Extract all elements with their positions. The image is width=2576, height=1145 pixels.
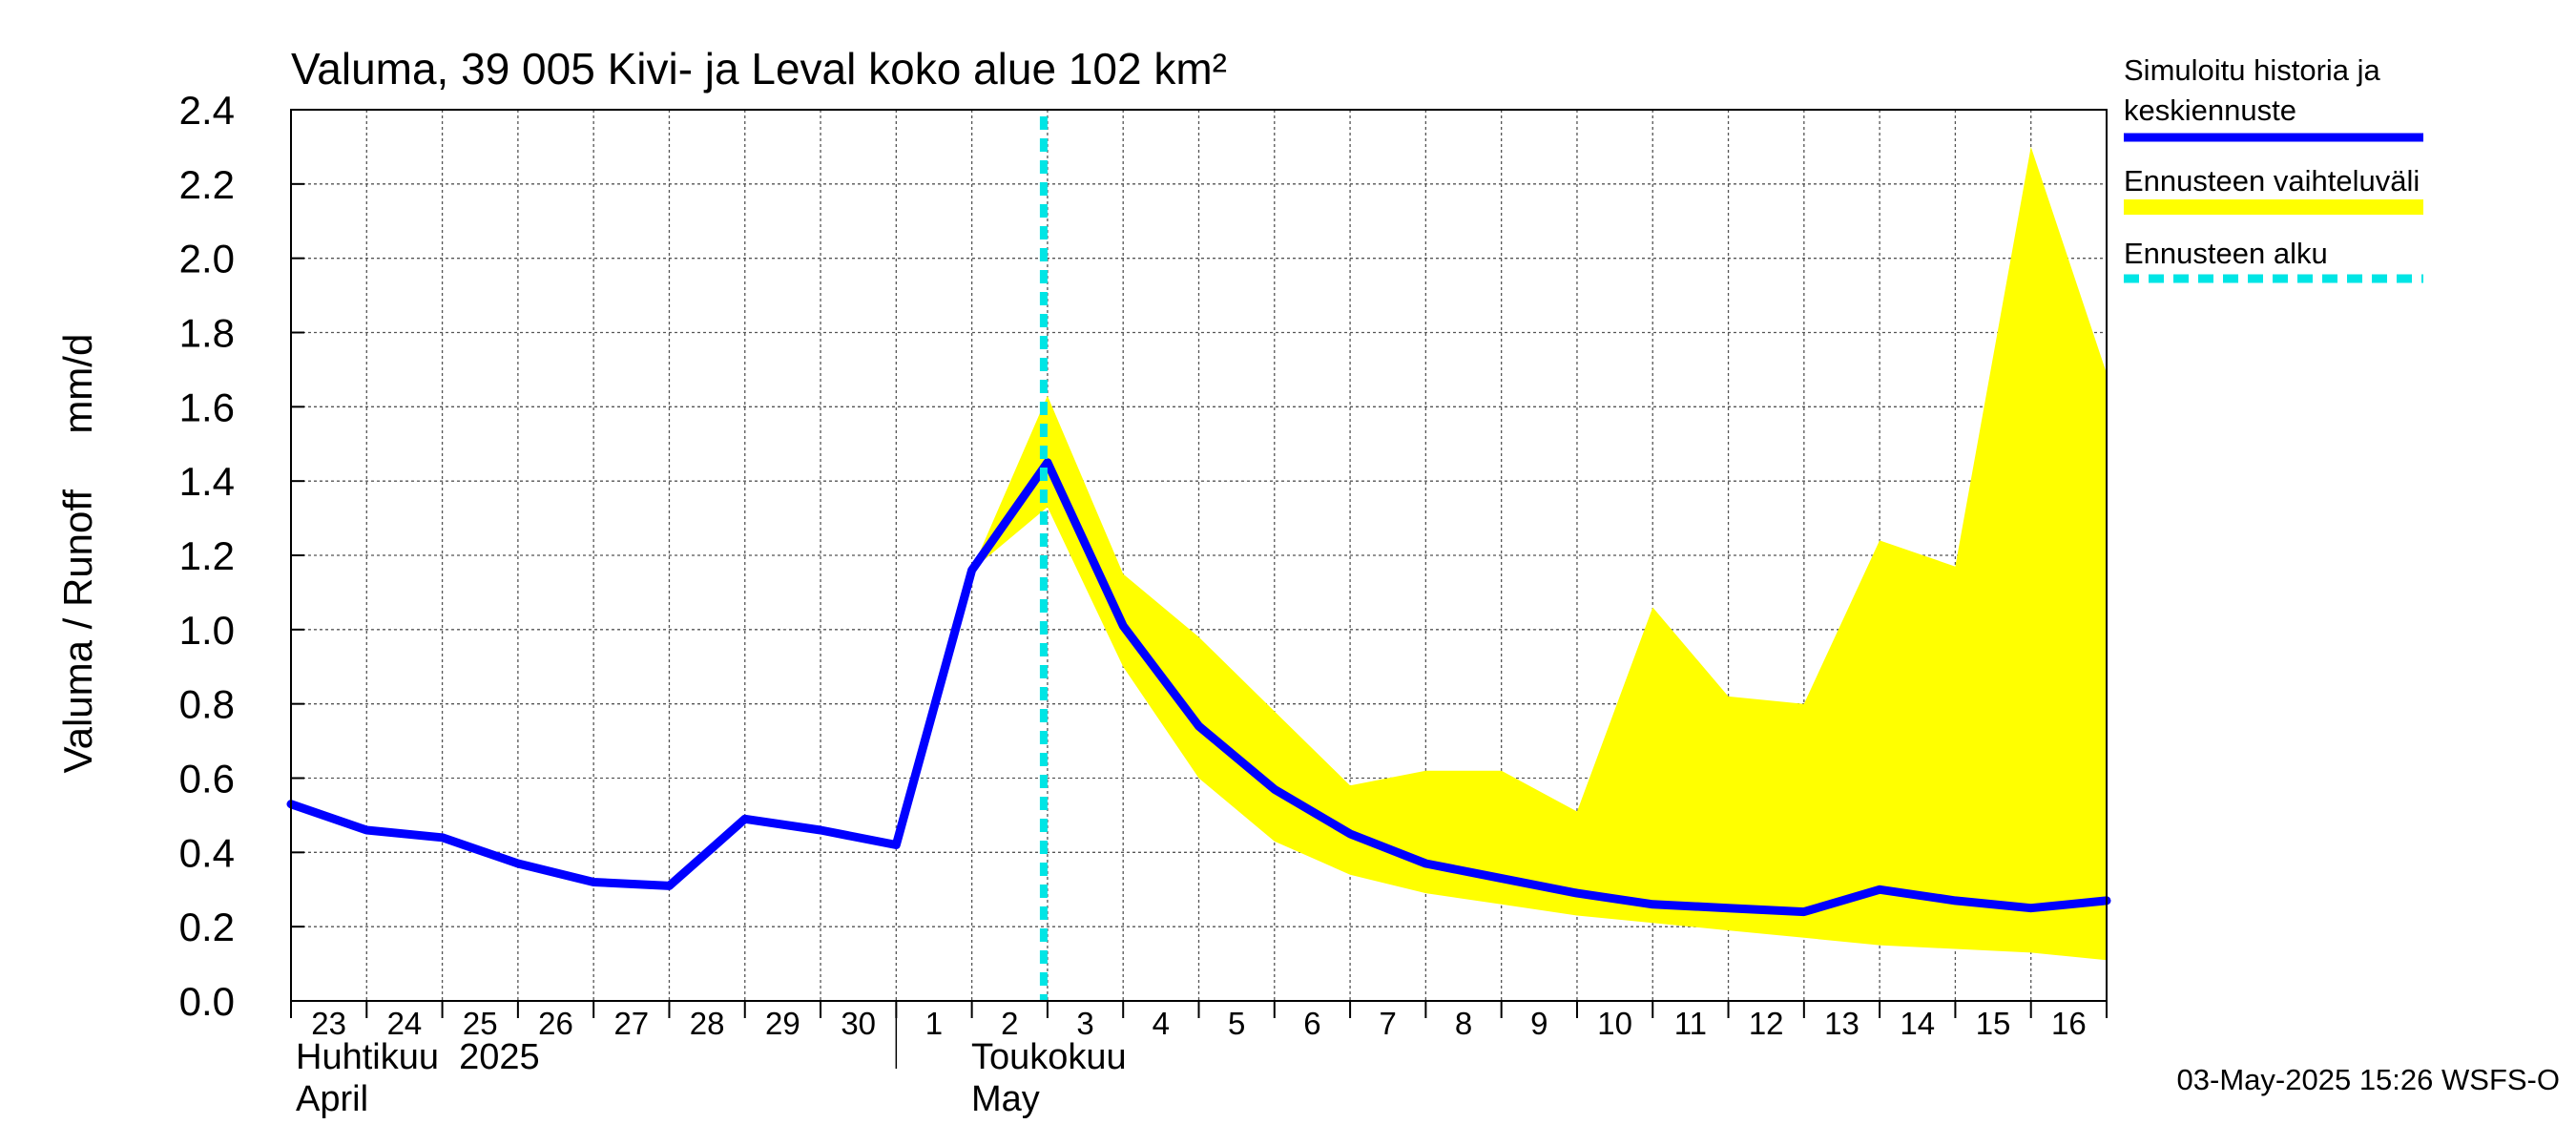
y-tick-label: 2.0 <box>179 237 235 281</box>
footer-timestamp: 03-May-2025 15:26 WSFS-O <box>2177 1063 2560 1096</box>
y-tick-label: 0.6 <box>179 757 235 802</box>
month-label-may-line1: Toukokuu <box>971 1037 1127 1077</box>
x-tick-label: 2 <box>1001 1006 1018 1041</box>
x-tick-label: 14 <box>1900 1006 1935 1041</box>
series-line-simulated <box>286 458 2111 917</box>
series-layer <box>286 458 2111 917</box>
x-tick-label: 15 <box>1976 1006 2011 1041</box>
x-tick-label: 4 <box>1153 1006 1170 1041</box>
x-tick-label: 8 <box>1455 1006 1472 1041</box>
x-tick-label: 13 <box>1824 1006 1859 1041</box>
legend: Simuloitu historia ja keskiennuste Ennus… <box>2124 53 2423 283</box>
x-tick-label: 11 <box>1674 1006 1707 1041</box>
y-tick-label: 0.2 <box>179 905 235 949</box>
forecast-range-band <box>971 146 2107 961</box>
x-tick-label: 16 <box>2051 1006 2087 1041</box>
month-label-april-line1: Huhtikuu 2025 <box>296 1037 540 1077</box>
y-tick-label: 1.2 <box>179 533 235 578</box>
forecast-range-area <box>971 146 2107 961</box>
y-tick-label: 2.4 <box>179 88 235 133</box>
x-tick-labels: 23 24 25 26 27 28 29 30 1 2 3 4 5 6 7 8 9 10 11 12 13 14 15 16 <box>311 1006 2086 1041</box>
y-tick-label: 1.4 <box>179 459 235 504</box>
x-tick-label: 26 <box>538 1006 573 1041</box>
month-label-april-line2: April <box>296 1079 368 1119</box>
x-tick-label: 25 <box>463 1006 498 1041</box>
x-tick-label: 28 <box>690 1006 725 1041</box>
x-tick-label: 30 <box>841 1006 876 1041</box>
x-tick-label: 23 <box>311 1006 346 1041</box>
chart-title: Valuma, 39 005 Kivi- ja Leval koko alue … <box>291 44 1227 94</box>
legend-label-forecast-start: Ennusteen alku <box>2124 237 2328 270</box>
y-tick-labels: 0.0 0.2 0.4 0.6 0.8 1.0 1.2 1.4 1.6 1.8 2.0 2.2 2.4 <box>179 88 235 1024</box>
x-tick-label: 29 <box>765 1006 800 1041</box>
y-tick-label: 2.2 <box>179 162 235 207</box>
x-tick-label: 12 <box>1749 1006 1784 1041</box>
x-tick-label: 9 <box>1530 1006 1548 1041</box>
x-tick-label: 6 <box>1303 1006 1320 1041</box>
x-tick-label: 10 <box>1597 1006 1632 1041</box>
y-tick-label: 1.6 <box>179 385 235 429</box>
axes <box>290 109 2108 1069</box>
x-tick-label: 5 <box>1228 1006 1245 1041</box>
y-tick-label: 1.8 <box>179 311 235 356</box>
y-tick-label: 1.0 <box>179 608 235 653</box>
x-tick-label: 1 <box>925 1006 943 1041</box>
y-tick-label: 0.0 <box>179 979 235 1024</box>
month-label-may-line2: May <box>971 1079 1040 1119</box>
x-tick-label: 3 <box>1076 1006 1093 1041</box>
legend-label-simulated-line2: keskiennuste <box>2124 94 2296 127</box>
month-labels: Huhtikuu 2025 April Toukokuu May <box>296 1037 1127 1119</box>
x-tick-label: 7 <box>1380 1006 1397 1041</box>
y-axis-label: Valuma / Runoff mm/d <box>55 334 100 774</box>
y-tick-label: 0.4 <box>179 830 235 875</box>
x-tick-label: 24 <box>387 1006 423 1041</box>
legend-label-simulated-line1: Simuloitu historia ja <box>2124 53 2381 87</box>
legend-label-range: Ennusteen vaihteluväli <box>2124 164 2420 198</box>
y-tick-label: 0.8 <box>179 682 235 727</box>
x-tick-label: 27 <box>613 1006 649 1041</box>
